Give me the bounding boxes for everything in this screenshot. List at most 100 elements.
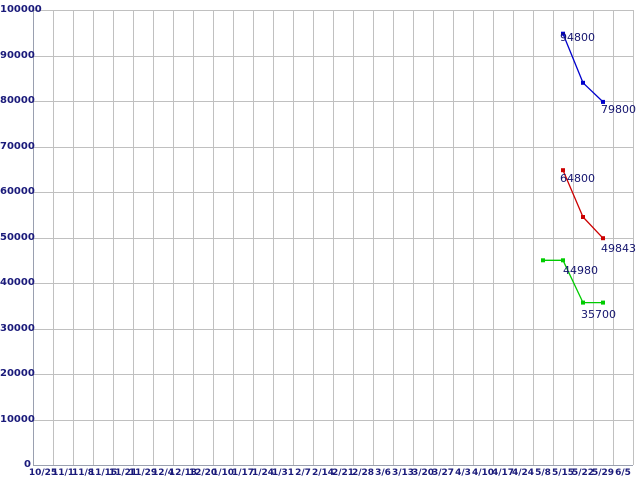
y-axis-tick-label: 50000 [0, 232, 35, 243]
y-axis-tick-label: 20000 [0, 368, 35, 379]
gridline-vertical [173, 10, 174, 465]
data-point-marker [581, 215, 585, 219]
gridline-vertical [453, 10, 454, 465]
data-point-marker [581, 300, 585, 305]
data-point-marker [601, 300, 605, 305]
gridline-vertical [333, 10, 334, 465]
data-point-marker [601, 99, 605, 104]
gridline-vertical [393, 10, 394, 465]
y-axis-tick-label: 100000 [0, 4, 42, 15]
x-axis-tick-label: 4/17 [491, 468, 515, 478]
x-axis-tick-label: 6/5 [615, 468, 631, 478]
x-axis-tick-label: 2/7 [295, 468, 311, 478]
gridline-horizontal [33, 374, 633, 375]
gridline-vertical [153, 10, 154, 465]
data-point-marker [561, 31, 565, 36]
gridline-vertical [73, 10, 74, 465]
gridline-vertical [93, 10, 94, 465]
gridline-vertical [133, 10, 134, 465]
data-point-marker [561, 168, 565, 173]
gridline-vertical [633, 10, 634, 465]
gridline-vertical [573, 10, 574, 465]
gridline-vertical [213, 10, 214, 465]
x-axis-tick-label: 11/8 [71, 468, 95, 478]
x-axis-tick-label: 4/24 [511, 468, 535, 478]
gridline-vertical [593, 10, 594, 465]
x-axis-tick-label: 10/25 [28, 468, 58, 478]
y-axis-tick-label: 80000 [0, 95, 35, 106]
x-axis-tick-label: 2/28 [351, 468, 375, 478]
x-axis-tick-label: 4/3 [455, 468, 471, 478]
x-axis-tick-label: 2/14 [311, 468, 335, 478]
gridline-horizontal [33, 420, 633, 421]
x-axis-tick-label: 3/13 [391, 468, 415, 478]
x-axis-tick-label: 12/13 [168, 468, 198, 478]
y-axis-tick-label: 40000 [0, 277, 35, 288]
x-axis-tick-label: 3/20 [411, 468, 435, 478]
gridline-horizontal [33, 192, 633, 193]
gridline-horizontal [33, 101, 633, 102]
data-point-marker [541, 258, 545, 263]
x-axis-tick-label: 3/6 [375, 468, 391, 478]
y-axis-tick-label: 70000 [0, 141, 35, 152]
plot-area [33, 10, 634, 466]
x-axis-labels: 10/25 11/1 11/8 11/15 11/21 11/29 12/4 12/13 12/… [0, 466, 640, 480]
x-axis-tick-label: 1/17 [231, 468, 255, 478]
x-axis-tick-label: 11/29 [128, 468, 158, 478]
y-axis-tick-label: 10000 [0, 414, 35, 425]
gridline-vertical [473, 10, 474, 465]
y-axis-labels: 0 10000 20000 30000 40000 50000 60000 70000 8000… [0, 0, 42, 480]
x-axis-tick-label: 11/21 [108, 468, 138, 478]
x-axis-tick-label: 5/15 [551, 468, 575, 478]
gridline-vertical [253, 10, 254, 465]
x-axis-tick-label: 5/22 [571, 468, 595, 478]
gridline-vertical [433, 10, 434, 465]
gridline-horizontal [33, 56, 633, 57]
gridline-vertical [513, 10, 514, 465]
gridline-vertical [293, 10, 294, 465]
x-axis-tick-label: 11/1 [51, 468, 75, 478]
gridline-horizontal [33, 283, 633, 284]
gridline-vertical [533, 10, 534, 465]
gridline-horizontal [33, 147, 633, 148]
x-axis-tick-label: 2/21 [331, 468, 355, 478]
series-blue-series [561, 31, 605, 104]
x-axis-tick-label: 11/15 [88, 468, 118, 478]
y-axis-tick-label: 60000 [0, 186, 35, 197]
x-axis-line [33, 465, 633, 466]
label-red-high: 64800 [560, 172, 595, 185]
gridline-vertical [553, 10, 554, 465]
x-axis-tick-label: 1/24 [251, 468, 275, 478]
gridline-horizontal [33, 329, 633, 330]
gridline-vertical [493, 10, 494, 465]
gridline-vertical [53, 10, 54, 465]
data-point-marker [561, 258, 565, 263]
y-axis-tick-label: 90000 [0, 50, 35, 61]
y-axis-tick-label: 0 [24, 459, 31, 470]
x-axis-tick-label: 5/29 [591, 468, 615, 478]
gridline-vertical [373, 10, 374, 465]
x-axis-tick-label: 12/4 [151, 468, 175, 478]
gridline-vertical [313, 10, 314, 465]
gridline-vertical [613, 10, 614, 465]
gridline-vertical [273, 10, 274, 465]
x-axis-tick-label: 1/31 [271, 468, 295, 478]
x-axis-tick-label: 12/20 [188, 468, 218, 478]
gridline-vertical [233, 10, 234, 465]
series-line [543, 259, 603, 304]
series-green-series [541, 258, 605, 305]
gridline-vertical [413, 10, 414, 465]
label-red-low: 49843 [601, 242, 636, 255]
data-point-marker [581, 80, 585, 85]
gridline-vertical [353, 10, 354, 465]
gridline-vertical [113, 10, 114, 465]
x-axis-tick-label: 1/10 [211, 468, 235, 478]
x-axis-tick-label: 5/8 [535, 468, 551, 478]
x-axis-tick-label: 3/27 [431, 468, 455, 478]
y-axis-line [33, 10, 34, 466]
label-green-high: 44980 [563, 264, 598, 277]
series-red-series [561, 168, 605, 241]
data-point-marker [601, 236, 605, 241]
